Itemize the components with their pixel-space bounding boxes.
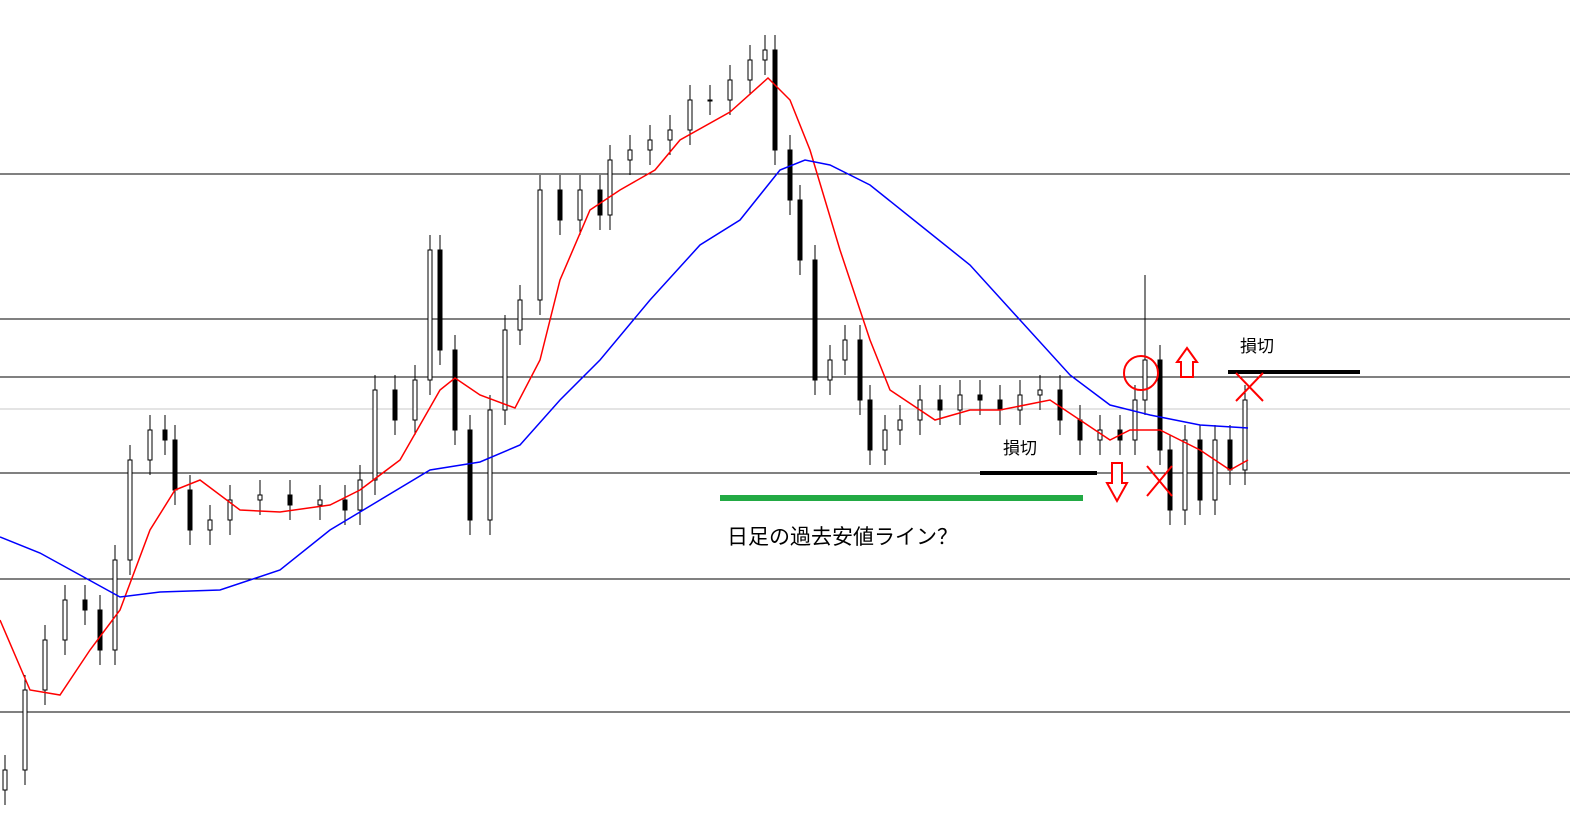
candle-body	[772, 49, 778, 151]
candle-body	[1142, 359, 1148, 401]
candle-body	[1242, 399, 1248, 471]
candle-body	[667, 129, 673, 141]
candle-body	[1182, 439, 1188, 511]
candle-body	[627, 149, 633, 161]
down-arrow	[1105, 462, 1129, 504]
candle-body	[1037, 389, 1043, 396]
candle-body	[787, 149, 793, 201]
candle-body	[957, 394, 963, 411]
annotation: 損切	[1003, 439, 1037, 459]
candle-body	[287, 494, 293, 506]
candle-body	[1132, 399, 1138, 441]
candle-body	[342, 499, 348, 511]
candle-body	[977, 394, 983, 401]
candle-body	[797, 199, 803, 261]
candle-body	[812, 259, 818, 381]
cross-marker	[1146, 465, 1173, 497]
candle-body	[707, 99, 713, 102]
candle-body	[997, 399, 1003, 411]
up-arrow	[1175, 346, 1199, 378]
circle-marker	[1123, 355, 1159, 391]
candle-body	[537, 189, 543, 301]
candle-body	[867, 399, 873, 451]
candle-body	[1017, 394, 1023, 411]
candle-body	[517, 299, 523, 331]
candle-body	[1227, 439, 1233, 471]
candle-body	[687, 99, 693, 131]
candle-body	[1157, 359, 1163, 451]
candle-body	[747, 59, 753, 81]
candle-body	[42, 639, 48, 691]
candle-body	[2, 769, 8, 791]
candle-body	[162, 429, 168, 441]
candle-body	[97, 609, 103, 651]
candle-body	[172, 439, 178, 491]
candle-body	[647, 139, 653, 151]
candle-body	[487, 409, 493, 521]
candle-body	[577, 189, 583, 221]
candle-body	[82, 599, 88, 611]
candle-body	[502, 329, 508, 411]
candle-body	[112, 559, 118, 651]
candle-body	[452, 349, 458, 431]
candle-body	[727, 79, 733, 101]
candle-body	[897, 419, 903, 431]
candle-body	[937, 399, 943, 411]
candle-body	[842, 339, 848, 361]
markers	[1105, 346, 1264, 504]
candle-body	[62, 599, 68, 641]
candle-body	[467, 429, 473, 521]
candle-body	[1212, 439, 1218, 501]
candle-body	[257, 494, 263, 501]
candle-body	[857, 339, 863, 401]
candle-body	[22, 689, 28, 771]
candle-body	[1167, 449, 1173, 511]
moving-average	[0, 76, 1249, 696]
annotation: 日足の過去安値ライン？	[727, 525, 958, 549]
candle-body	[127, 459, 133, 561]
candle-body	[437, 249, 443, 351]
moving-average	[0, 159, 1249, 598]
candle-body	[607, 159, 613, 216]
candle-body	[392, 389, 398, 421]
candle-body	[207, 519, 213, 531]
candle-body	[762, 49, 768, 61]
candle-body	[357, 479, 363, 511]
annotation: 損切	[1240, 337, 1274, 357]
candle-body	[412, 379, 418, 421]
cross-marker	[1235, 372, 1264, 402]
candle-body	[882, 429, 888, 451]
candle-body	[317, 499, 323, 506]
candle-body	[827, 359, 833, 381]
candle-body	[372, 389, 378, 481]
candle-body	[187, 489, 193, 531]
candle-body	[1197, 439, 1203, 501]
candle-body	[227, 499, 233, 521]
candle-body	[1077, 419, 1083, 441]
candle-body	[427, 249, 433, 381]
marks	[0, 35, 1570, 805]
candle-body	[557, 189, 563, 221]
candle-body	[147, 429, 153, 461]
